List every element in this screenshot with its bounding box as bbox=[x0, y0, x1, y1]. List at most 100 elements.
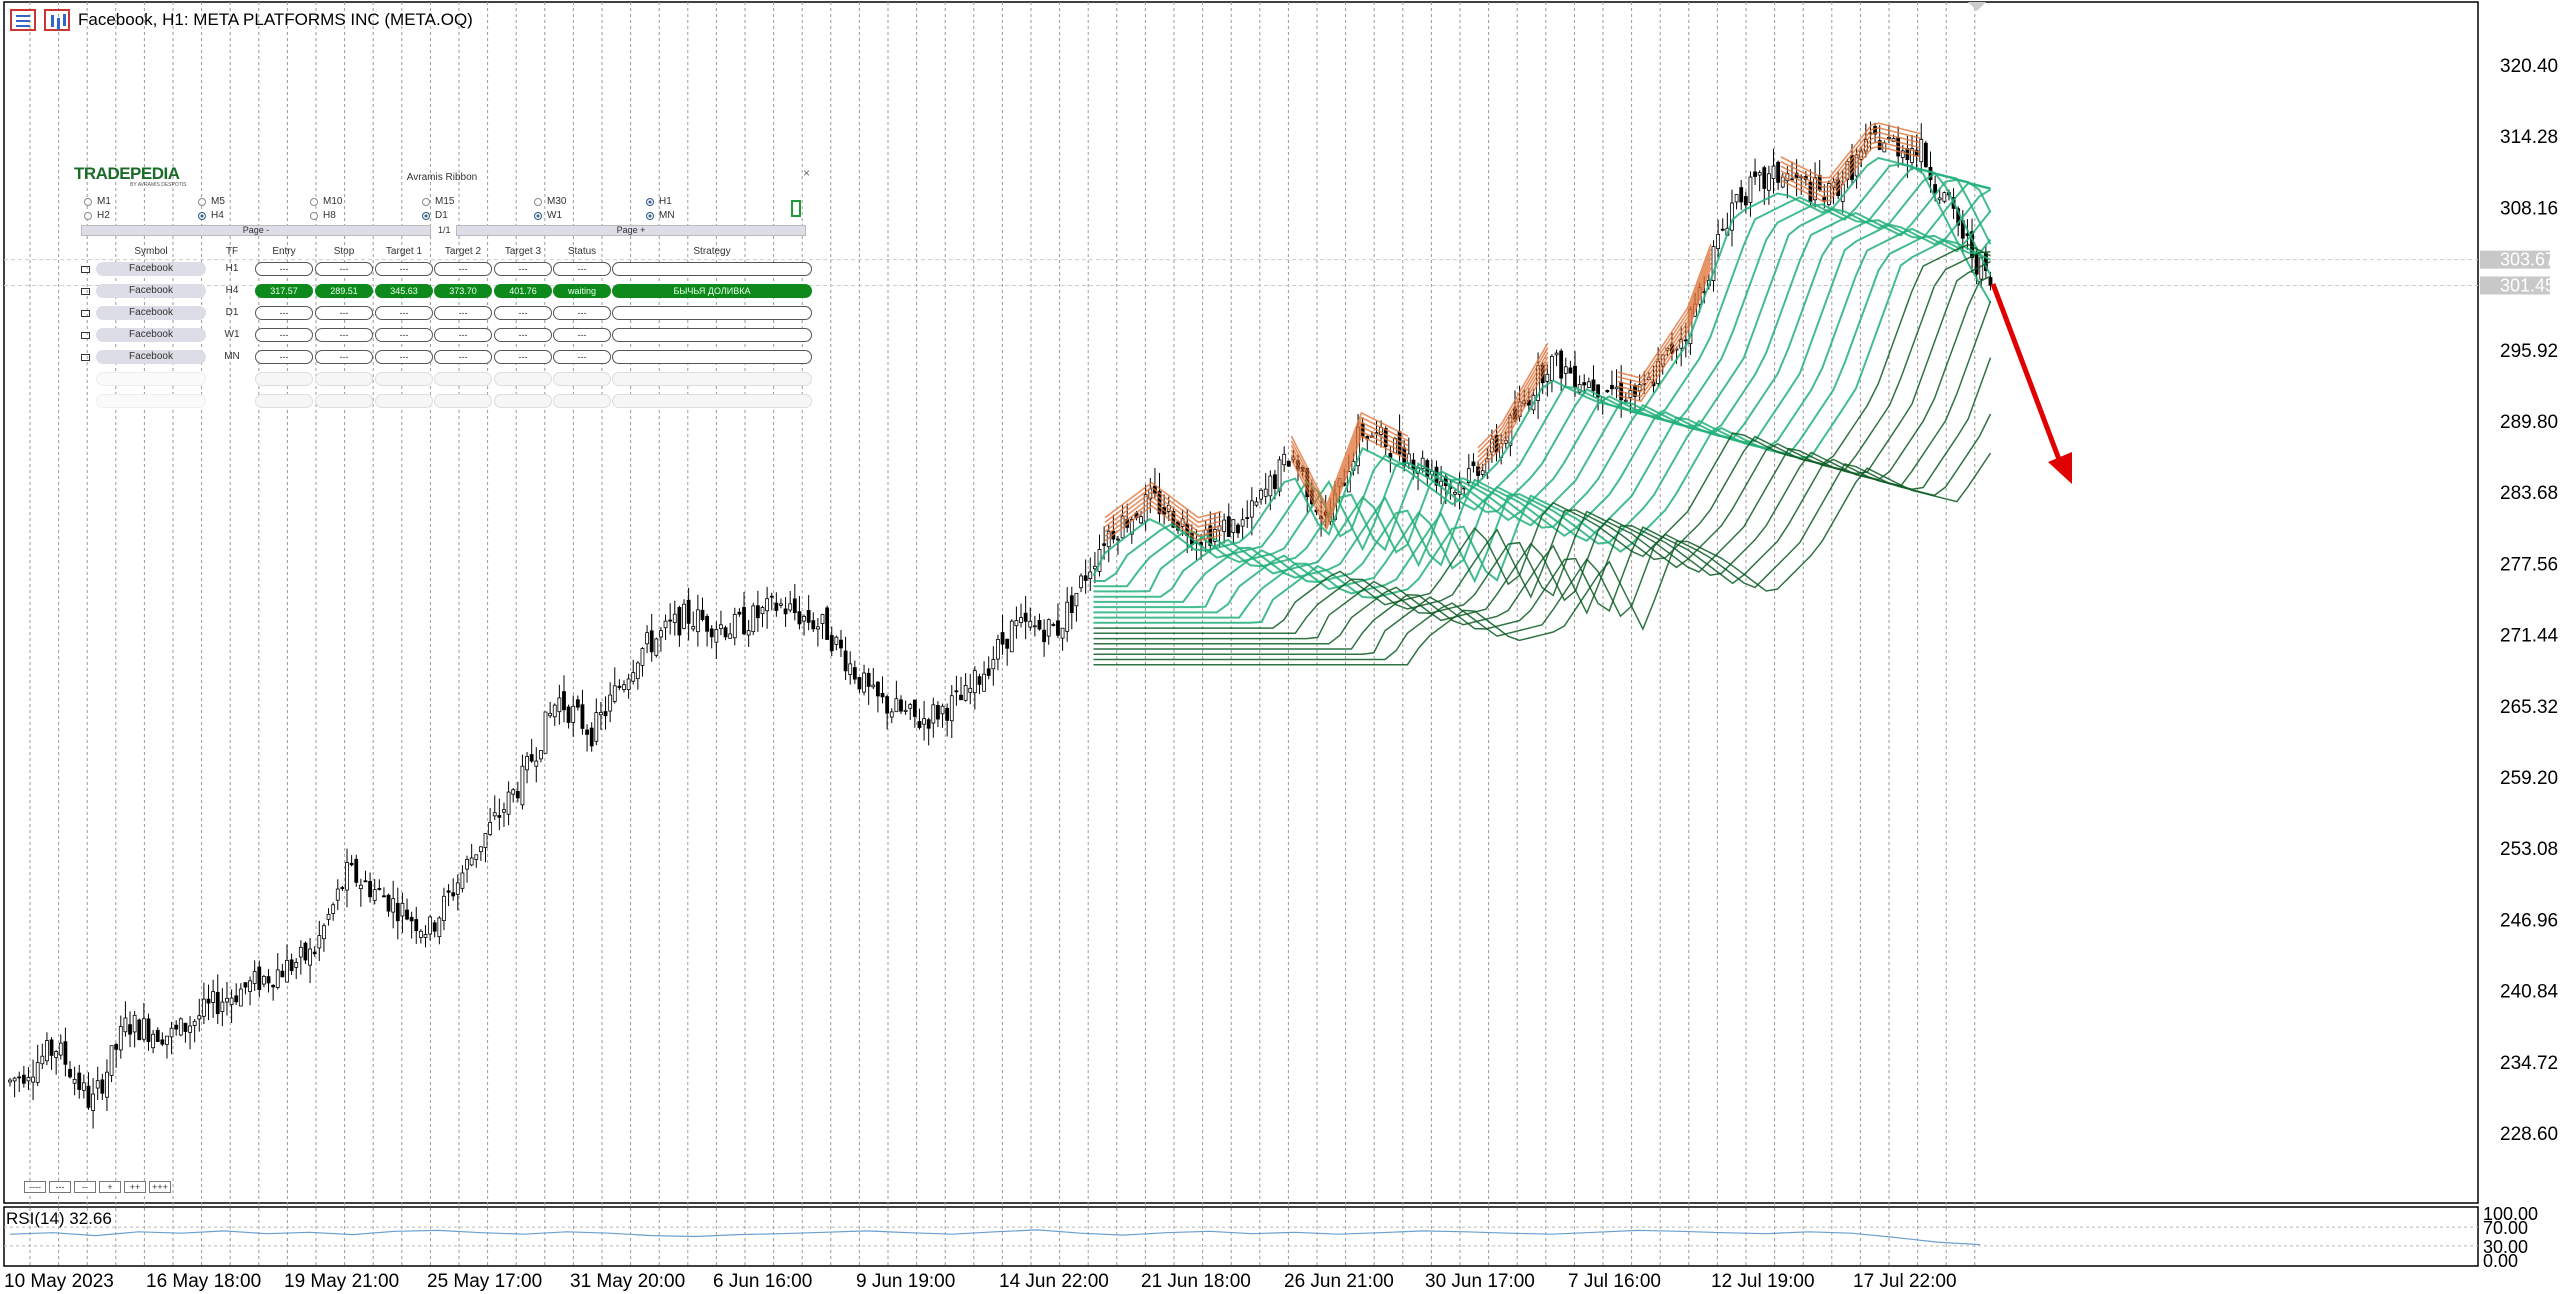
candle-body bbox=[755, 605, 760, 619]
timeframe-d1[interactable]: D1 bbox=[422, 210, 448, 221]
stop-cell: --- bbox=[315, 350, 373, 364]
page-next-button[interactable]: Page + bbox=[456, 225, 806, 236]
candle-body bbox=[1028, 620, 1033, 628]
timeframe-m10[interactable]: M10 bbox=[310, 196, 342, 207]
rsi-tick-label: 100.00 bbox=[2483, 1204, 2538, 1224]
row-toggle-icon[interactable] bbox=[81, 288, 90, 295]
candle-body bbox=[400, 902, 405, 917]
timeframe-label: M15 bbox=[435, 196, 455, 207]
zoom-button-0[interactable]: ---- bbox=[24, 1181, 46, 1193]
symbol-cell[interactable]: Facebook bbox=[96, 262, 206, 276]
page-number: 1/1 bbox=[438, 225, 451, 235]
candle-body bbox=[238, 988, 243, 1007]
candle-body bbox=[128, 1024, 132, 1035]
zoom-button-4[interactable]: ++ bbox=[124, 1181, 146, 1193]
row-toggle-icon[interactable] bbox=[81, 354, 90, 361]
y-tick-label: 320.40 bbox=[2500, 56, 2558, 77]
radio-button[interactable] bbox=[422, 197, 430, 206]
symbol-cell[interactable] bbox=[96, 394, 206, 408]
tf-cell: MN bbox=[224, 351, 240, 362]
timeframe-m5[interactable]: M5 bbox=[198, 196, 225, 207]
candle-body bbox=[649, 630, 654, 653]
candle-body bbox=[1739, 187, 1744, 203]
ribbon-bear-line bbox=[1290, 434, 1409, 532]
brand-subtitle: BY AVRAMIS DESPOTIS bbox=[130, 182, 187, 188]
symbol-cell[interactable]: Facebook bbox=[96, 306, 206, 320]
radio-button[interactable] bbox=[534, 211, 542, 220]
candle-body bbox=[575, 699, 580, 708]
candle-body bbox=[1069, 595, 1074, 613]
stop-cell: 289.51 bbox=[315, 284, 373, 298]
radio-button[interactable] bbox=[534, 197, 542, 206]
x-tick-label: 21 Jun 18:00 bbox=[1141, 1271, 1251, 1292]
entry-cell: --- bbox=[255, 350, 313, 364]
status-cell: waiting bbox=[553, 284, 611, 298]
timeframe-label: H2 bbox=[97, 210, 110, 221]
candle-body bbox=[1937, 197, 1942, 201]
panel-title: Avramis Ribbon bbox=[406, 172, 478, 183]
timeframe-h8[interactable]: H8 bbox=[310, 210, 336, 221]
timeframe-w1[interactable]: W1 bbox=[534, 210, 562, 221]
row-toggle-icon[interactable] bbox=[81, 332, 90, 339]
row-toggle-icon[interactable] bbox=[81, 266, 90, 273]
candle-body bbox=[1563, 366, 1568, 374]
y-tick-label: 314.28 bbox=[2500, 127, 2558, 148]
candle-body bbox=[982, 673, 986, 692]
zoom-button-2[interactable]: -- bbox=[74, 1181, 96, 1193]
candle-body bbox=[1000, 632, 1005, 645]
radio-button[interactable] bbox=[198, 211, 206, 220]
timeframe-h2[interactable]: H2 bbox=[84, 210, 110, 221]
candle-body bbox=[1254, 501, 1259, 506]
radio-button[interactable] bbox=[84, 211, 92, 220]
candle-body bbox=[534, 760, 539, 767]
timeframe-h4[interactable]: H4 bbox=[198, 210, 224, 221]
candle-body bbox=[405, 909, 409, 920]
timeframe-m30[interactable]: M30 bbox=[534, 196, 566, 207]
candle-body bbox=[492, 812, 497, 817]
ribbon-line bbox=[1093, 234, 1992, 619]
ribbon-bear-line bbox=[1617, 248, 1712, 384]
zoom-button-5[interactable]: +++ bbox=[149, 1181, 171, 1193]
symbol-cell[interactable]: Facebook bbox=[96, 350, 206, 364]
row-toggle-icon[interactable] bbox=[81, 310, 90, 317]
page-prev-button[interactable]: Page - bbox=[81, 225, 431, 236]
candle-body bbox=[1817, 175, 1822, 191]
candle-body bbox=[603, 711, 608, 717]
timeframe-m1[interactable]: M1 bbox=[84, 196, 111, 207]
ribbon-bear-line bbox=[1477, 365, 1549, 472]
candle-body bbox=[1466, 468, 1471, 483]
radio-button[interactable] bbox=[198, 197, 206, 206]
y-tick-label: 246.96 bbox=[2500, 910, 2558, 931]
zoom-button-3[interactable]: + bbox=[99, 1181, 121, 1193]
candle-body bbox=[1471, 461, 1476, 467]
radio-button[interactable] bbox=[310, 197, 318, 206]
candle-body bbox=[502, 809, 506, 813]
menu-icon[interactable] bbox=[10, 9, 36, 31]
timeframe-m15[interactable]: M15 bbox=[422, 196, 454, 207]
timeframe-h1[interactable]: H1 bbox=[646, 196, 672, 207]
y-tick-label: 283.68 bbox=[2500, 483, 2558, 504]
radio-button[interactable] bbox=[84, 197, 92, 206]
ribbon-bear-line bbox=[1104, 486, 1222, 524]
symbol-cell[interactable]: Facebook bbox=[96, 328, 206, 342]
candle-body bbox=[728, 633, 733, 639]
zoom-button-1[interactable]: --- bbox=[49, 1181, 71, 1193]
symbol-cell[interactable] bbox=[96, 372, 206, 386]
candle-body bbox=[940, 705, 945, 715]
radio-button[interactable] bbox=[646, 211, 654, 220]
candle-body bbox=[377, 888, 382, 890]
candle-body bbox=[331, 904, 336, 914]
close-icon[interactable]: × bbox=[802, 166, 810, 180]
radio-button[interactable] bbox=[310, 211, 318, 220]
chart-type-icon[interactable] bbox=[44, 9, 70, 31]
candle-body bbox=[31, 1076, 35, 1083]
timeframe-mn[interactable]: MN bbox=[646, 210, 675, 221]
timeframe-label: H4 bbox=[211, 210, 224, 221]
radio-button[interactable] bbox=[422, 211, 430, 220]
tf-cell: H4 bbox=[225, 285, 239, 296]
entry-cell: --- bbox=[255, 328, 313, 342]
candle-body bbox=[169, 1027, 174, 1038]
radio-button[interactable] bbox=[646, 197, 654, 206]
candle-body bbox=[183, 1022, 188, 1032]
symbol-cell[interactable]: Facebook bbox=[96, 284, 206, 298]
